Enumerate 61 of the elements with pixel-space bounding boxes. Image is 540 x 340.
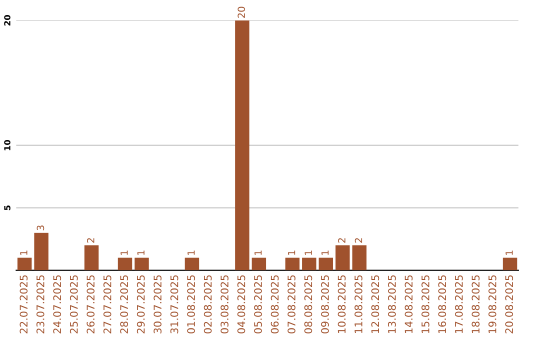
bar [252, 258, 266, 270]
data-label: 1 [304, 250, 312, 255]
x-tick-label: 06.08.2025 [270, 275, 279, 334]
data-label: 1 [321, 250, 329, 255]
y-tick-label: 5 [4, 206, 10, 210]
data-label: 3 [36, 226, 44, 230]
x-tick-label: 10.08.2025 [338, 275, 346, 333]
bar [134, 258, 149, 270]
x-tick-label: 03.08.2025 [220, 275, 228, 334]
x-tick-label: 30.07.2025 [154, 275, 162, 334]
y-tick-label: 10 [4, 140, 10, 150]
x-tick-label: 28.07.2025 [120, 275, 128, 334]
data-label: 1 [20, 250, 28, 255]
data-label: 20 [238, 6, 246, 18]
x-tick-label: 04.08.2025 [237, 275, 246, 334]
bar [352, 245, 366, 270]
x-tick-label: 08.08.2025 [304, 275, 312, 334]
bar [235, 20, 250, 270]
bar [302, 258, 316, 270]
x-tick-label: 23.07.2025 [36, 275, 44, 334]
x-tick-label: 11.08.2025 [354, 275, 362, 333]
data-label: 1 [506, 250, 513, 255]
bar [118, 258, 132, 270]
data-label: 2 [86, 238, 94, 243]
data-label: 1 [288, 250, 296, 255]
x-tick-label: 02.08.2025 [204, 275, 212, 334]
data-label: 2 [338, 238, 346, 243]
data-label: 1 [188, 250, 195, 255]
x-tick-label: 31.07.2025 [170, 275, 178, 334]
x-tick-label: 07.08.2025 [288, 275, 296, 334]
data-label: 1 [137, 250, 144, 255]
bar [285, 258, 300, 270]
x-tick-label: 24.07.2025 [53, 275, 62, 334]
bar [34, 232, 48, 270]
x-tick-label: 17.08.2025 [454, 275, 463, 333]
bar [336, 245, 350, 270]
x-tick-label: 09.08.2025 [321, 275, 329, 334]
bar [184, 258, 200, 270]
x-tick-label: 13.08.2025 [388, 275, 396, 333]
x-tick-label: 01.08.2025 [187, 275, 195, 334]
x-tick-label: 22.07.2025 [20, 275, 28, 334]
bar [502, 258, 518, 270]
x-tick-label: 19.08.2025 [488, 275, 496, 333]
x-tick-label: 25.07.2025 [70, 275, 78, 334]
x-tick-label: 12.08.2025 [371, 275, 380, 333]
x-tick-label: 16.08.2025 [438, 275, 446, 333]
x-tick-label: 26.07.2025 [86, 275, 95, 334]
x-tick-label: 15.08.2025 [421, 275, 430, 333]
x-tick-label: 14.08.2025 [404, 275, 413, 333]
bar [17, 258, 32, 270]
data-label: 1 [254, 250, 262, 255]
x-tick-label: 27.07.2025 [103, 275, 112, 334]
x-tick-label: 20.08.2025 [505, 275, 514, 334]
x-tick-label: 29.07.2025 [136, 275, 145, 334]
data-label: 2 [354, 238, 362, 243]
bar [318, 258, 334, 270]
bar [84, 245, 99, 270]
data-label: 1 [120, 250, 128, 255]
y-tick-label: 20 [4, 15, 10, 26]
x-tick-label: 05.08.2025 [254, 275, 262, 334]
x-tick-label: 18.08.2025 [472, 275, 480, 333]
